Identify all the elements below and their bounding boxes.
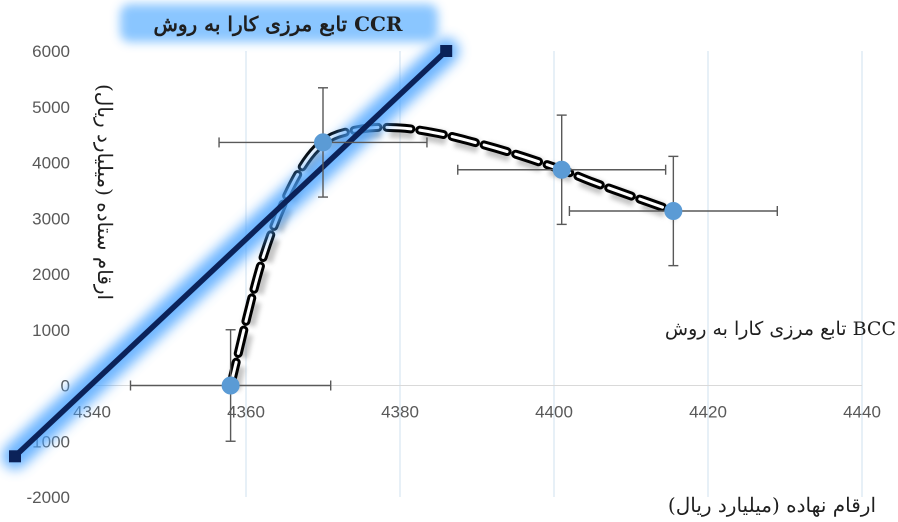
y-axis-title: ارقام ستاده (میلیارد ریال)	[93, 84, 117, 300]
ccr-frontier-series	[2, 38, 460, 470]
y-tick-label: 3000	[32, 209, 70, 228]
data-point-2	[314, 133, 332, 152]
x-tick-label: 4440	[843, 403, 881, 422]
y-tick-label: -2000	[27, 488, 70, 507]
x-axis-title: ارقام نهاده (میلیارد ریال)	[668, 493, 876, 517]
x-tick-label: 4360	[227, 403, 265, 422]
data-points	[221, 133, 683, 395]
ccr-series-label: تابع مرزی کارا به روش CCR	[153, 12, 402, 37]
bcc-frontier-series	[226, 122, 679, 392]
ccr-marker-end	[440, 45, 453, 57]
x-tick-label: 4420	[689, 403, 727, 422]
y-tick-label: 1000	[32, 321, 70, 340]
y-tick-label: 6000	[32, 42, 70, 61]
ccr-frontier-line	[13, 48, 449, 459]
data-point-1	[221, 376, 240, 395]
x-tick-label: 4380	[381, 403, 419, 422]
ccr-marker-start	[9, 450, 21, 463]
x-tick-labels: 4340 4360 4380 4400 4420 4440	[73, 403, 881, 422]
data-point-4	[664, 202, 683, 221]
y-tick-label: 2000	[32, 265, 70, 284]
bcc-frontier-line	[226, 122, 678, 390]
y-tick-label: 4000	[32, 154, 70, 173]
ccr-label-group: تابع مرزی کارا به روش CCR	[120, 4, 438, 42]
bcc-series-label: تابع مرزی کارا به روش BCC	[665, 318, 896, 340]
gridlines	[245, 51, 863, 497]
bcc-frontier-line-inner	[229, 125, 675, 387]
y-tick-label: 5000	[32, 98, 70, 117]
y-tick-label: 0	[61, 377, 70, 396]
ccr-label-glow	[120, 4, 438, 42]
x-tick-label: 4400	[535, 403, 573, 422]
data-point-3	[552, 160, 571, 179]
